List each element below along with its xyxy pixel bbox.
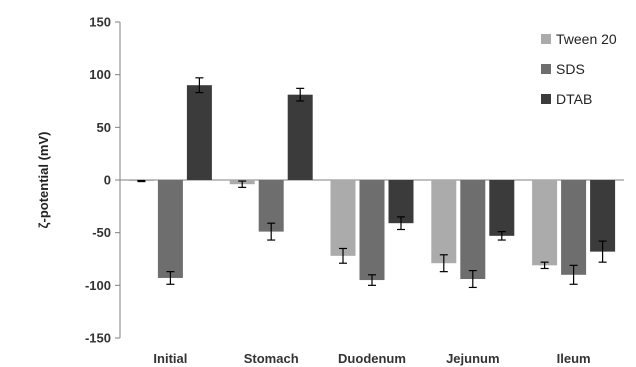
bar — [359, 180, 385, 281]
y-tick-label: -50 — [92, 225, 111, 240]
bar — [460, 180, 486, 280]
x-tick-label: Duodenum — [338, 351, 406, 366]
y-tick-label: 150 — [89, 15, 111, 30]
bar — [330, 180, 356, 256]
x-tick-label: Stomach — [244, 351, 299, 366]
legend-swatch — [541, 34, 551, 44]
bar — [431, 180, 457, 264]
bar — [287, 94, 313, 180]
bar — [157, 180, 183, 278]
bar — [561, 180, 587, 275]
x-tick-label: Initial — [153, 351, 187, 366]
y-tick-label: -150 — [85, 331, 111, 346]
legend-swatch — [541, 94, 551, 104]
legend-label: DTAB — [556, 91, 592, 107]
y-tick-label: 0 — [104, 173, 111, 188]
bar — [388, 180, 414, 224]
bar — [532, 180, 558, 266]
bar — [590, 180, 616, 252]
y-tick-label: -100 — [85, 278, 111, 293]
bars — [128, 77, 616, 289]
bar — [186, 85, 212, 180]
x-tick-label: Ileum — [557, 351, 591, 366]
x-tick-label: Jejunum — [446, 351, 499, 366]
bar — [489, 180, 515, 236]
legend-label: SDS — [556, 61, 585, 77]
tick-labels: 150 100 50 0 -50 -100 -150 Initial Stomach Duoden… — [85, 15, 591, 367]
legend-swatch — [541, 64, 551, 74]
y-tick-label: 100 — [89, 67, 111, 82]
y-tick-label: 50 — [97, 120, 111, 135]
legend: Tween 20 SDS DTAB — [541, 31, 617, 107]
y-axis-label: ζ-potential (mV) — [36, 132, 51, 229]
legend-label: Tween 20 — [556, 31, 617, 47]
